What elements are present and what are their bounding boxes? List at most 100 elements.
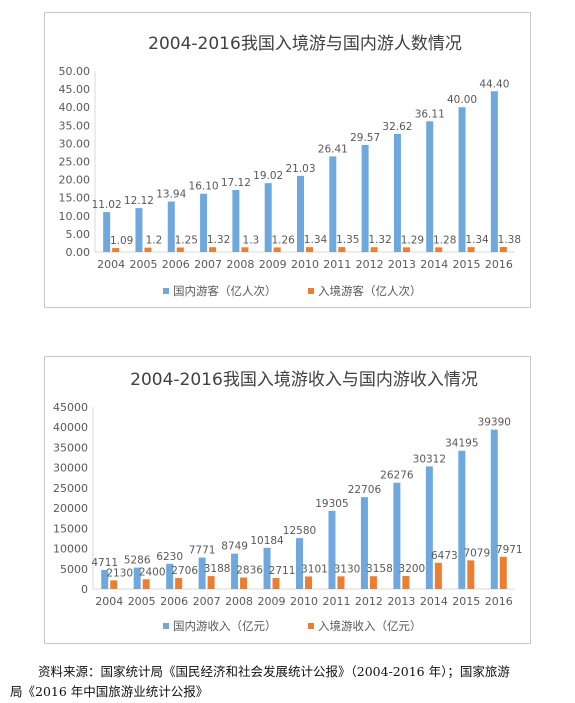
inbound-bar [435, 247, 443, 252]
inbound-bar [499, 247, 507, 252]
x-tick-label: 2012 [356, 258, 384, 271]
chart-title: 2004-2016我国入境游收入与国内游收入情况 [130, 370, 478, 390]
data-label: 7971 [496, 544, 523, 556]
legend-entry: 入境游收入（亿元） [318, 619, 422, 633]
data-label: 19.02 [253, 170, 283, 182]
inbound-bar [176, 247, 184, 252]
data-label: 2400 [139, 566, 166, 578]
domestic-bar [166, 563, 174, 589]
inbound-bar [499, 556, 507, 589]
inbound-bar [112, 248, 120, 252]
domestic-bar [231, 553, 239, 589]
data-label: 1.38 [498, 234, 521, 246]
data-label: 1.29 [401, 234, 424, 246]
data-label: 40.00 [447, 94, 477, 106]
y-tick-label: 45.00 [59, 83, 91, 96]
data-label: 4711 [91, 557, 118, 569]
inbound-bar [370, 247, 378, 252]
y-tick-label: 45000 [53, 401, 88, 414]
x-tick-label: 2012 [355, 595, 383, 608]
y-tick-label: 40000 [53, 421, 88, 434]
x-tick-label: 2005 [128, 595, 156, 608]
x-tick-label: 2004 [97, 258, 125, 271]
inbound-bar [434, 562, 442, 589]
data-label: 10184 [250, 535, 284, 547]
data-label: 21.03 [285, 163, 315, 175]
inbound-bar [402, 576, 410, 589]
y-tick-label: 15.00 [59, 192, 91, 205]
x-tick-label: 2011 [323, 258, 351, 271]
x-tick-label: 2004 [95, 595, 123, 608]
domestic-bar [490, 429, 498, 589]
domestic-bar [264, 183, 272, 252]
inbound-bar [207, 576, 215, 589]
data-label: 26.41 [318, 143, 348, 155]
domestic-bar [458, 450, 466, 589]
tourist-count-chart-svg: 2004-2016我国入境游与国内游人数情况 0.00 5.00 10.00 15.00… [59, 34, 522, 298]
legend-entry: 国内游收入（亿元） [173, 619, 277, 633]
y-tick-label: 25000 [53, 482, 88, 495]
domestic-bar [296, 538, 303, 589]
data-label: 1.26 [271, 234, 295, 246]
y-tick-label: 40.00 [59, 101, 91, 114]
domestic-bar [103, 212, 111, 252]
data-label: 34195 [445, 438, 478, 450]
data-label: 13.94 [156, 189, 186, 201]
domestic-bar [232, 190, 240, 252]
x-tick-label: 2007 [194, 258, 222, 271]
domestic-bar [297, 175, 304, 252]
legend-swatch [163, 288, 169, 294]
data-label: 1.32 [207, 234, 230, 246]
data-label: 1.34 [465, 234, 489, 246]
tourism-revenue-chart-svg: 2004-2016我国入境游收入与国内游收入情况 0 5000 10000 15000 2… [53, 370, 523, 633]
data-label: 19305 [315, 498, 348, 510]
data-label: 3158 [366, 563, 393, 575]
source-note-line1: 资料来源：国家统计局《国民经济和社会发展统计公报》（2004-2016 年）；国… [38, 664, 510, 679]
y-tick-label: 0.00 [66, 246, 91, 259]
x-tick-label: 2013 [387, 595, 415, 608]
data-label: 12.12 [124, 195, 154, 207]
data-label: 3200 [399, 563, 426, 575]
data-label: 1.28 [433, 234, 456, 246]
x-tick-label: 2007 [193, 595, 221, 608]
inbound-bar [209, 247, 217, 252]
domestic-bar [426, 121, 434, 252]
data-label: 1.2 [146, 235, 163, 247]
y-tick-label: 10.00 [59, 210, 91, 223]
source-note: 资料来源：国家统计局《国民经济和社会发展统计公报》（2004-2016 年）；国… [10, 662, 568, 702]
data-label: 3130 [334, 563, 361, 575]
data-label: 26276 [380, 470, 414, 482]
y-tick-label: 0 [81, 583, 88, 596]
data-label: 2130 [106, 567, 133, 579]
source-note-line2: 局《2016 年中国旅游业统计公报》 [10, 684, 209, 699]
tourism-revenue-chart: 2004-2016我国入境游收入与国内游收入情况 0 5000 10000 15000 2… [44, 356, 531, 644]
y-tick-label: 5000 [60, 563, 88, 576]
domestic-bar [490, 91, 498, 252]
legend-entry: 入境游客（亿人次） [318, 284, 422, 298]
legend-swatch [308, 288, 314, 294]
inbound-bar [402, 247, 410, 252]
domestic-bar [361, 144, 369, 252]
x-tick-label: 2008 [226, 258, 254, 271]
domestic-bar [200, 193, 208, 252]
domestic-bar [101, 569, 109, 589]
x-tick-label: 2015 [452, 595, 480, 608]
tourist-count-chart: 2004-2016我国入境游与国内游人数情况 0.00 5.00 10.00 15.00… [44, 12, 531, 308]
inbound-bar [144, 247, 152, 252]
data-label: 22706 [348, 484, 382, 496]
data-label: 2706 [171, 565, 198, 577]
domestic-bar [458, 107, 466, 252]
inbound-bar [273, 247, 281, 252]
x-tick-label: 2016 [485, 258, 513, 271]
y-tick-label: 20.00 [59, 174, 91, 187]
data-label: 2711 [269, 565, 296, 577]
data-label: 1.3 [243, 234, 260, 246]
x-tick-label: 2014 [420, 258, 448, 271]
inbound-bar [241, 247, 249, 252]
domestic-bar [328, 510, 336, 589]
y-tick-label: 15000 [53, 522, 88, 535]
domestic-bar [167, 201, 175, 252]
data-label: 29.57 [350, 132, 380, 144]
x-tick-label: 2006 [162, 258, 190, 271]
data-label: 36.11 [415, 108, 445, 120]
